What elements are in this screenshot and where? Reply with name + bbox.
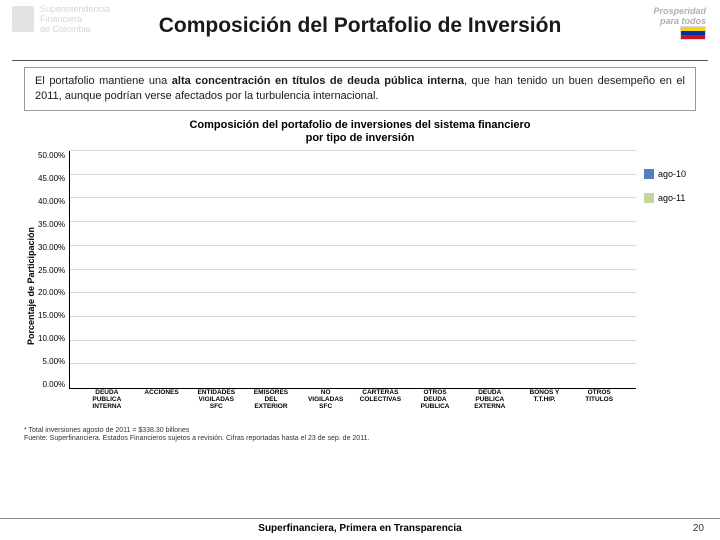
plot-area: DEUDA PUBLICA INTERNAACCIONESENTIDADES V… — [69, 151, 636, 389]
gridline — [70, 245, 636, 246]
logo-line: de Colombia — [40, 24, 110, 34]
gridline — [70, 340, 636, 341]
legend-item: ago-10 — [644, 169, 696, 179]
gridline — [70, 197, 636, 198]
x-tick-label: DEUDA PUBLICA EXTERNA — [468, 390, 512, 410]
chart-title-line2: por tipo de inversión — [306, 132, 415, 144]
logo-prosperidad: Prosperidad para todos — [653, 6, 706, 40]
y-tick: 45.00% — [38, 174, 65, 183]
x-tick-label: DEUDA PUBLICA INTERNA — [85, 390, 129, 410]
gridline — [70, 316, 636, 317]
logo-line: Financiera — [40, 14, 110, 24]
y-tick: 30.00% — [38, 243, 65, 252]
y-tick: 40.00% — [38, 197, 65, 206]
logo-mark-icon — [12, 6, 34, 32]
x-tick-label: NO VIGILADAS SFC — [304, 390, 348, 410]
logo-right-line2: para todos — [653, 16, 706, 26]
footer-text: Superfinanciera, Primera en Transparenci… — [258, 523, 461, 534]
page-title: Composición del Portafolio de Inversión — [12, 8, 708, 38]
x-tick-label: OTROS DEUDA PUBLICA — [413, 390, 457, 410]
legend-label: ago-11 — [658, 193, 685, 203]
x-tick-label: OTROS TITULOS — [577, 390, 621, 410]
legend-label: ago-10 — [658, 169, 686, 179]
y-tick: 10.00% — [38, 334, 65, 343]
gridline — [70, 269, 636, 270]
legend: ago-10 ago-11 — [636, 151, 696, 421]
x-tick-label: BONOS Y T.T.HIP. — [522, 390, 566, 410]
page-number: 20 — [693, 523, 704, 534]
footnote-line: Fuente: Superfinanciera. Estados Financi… — [24, 435, 696, 443]
description-box: El portafolio mantiene una alta concentr… — [24, 67, 696, 111]
flag-icon — [680, 26, 706, 40]
x-tick-label: CARTERAS COLECTIVAS — [358, 390, 402, 410]
x-tick-label: ENTIDADES VIGILADAS SFC — [194, 390, 238, 410]
y-tick: 15.00% — [38, 311, 65, 320]
logo-right-line1: Prosperidad — [653, 6, 706, 16]
footer: Superfinanciera, Primera en Transparenci… — [0, 518, 720, 534]
chart-area: Porcentaje de Participación 50.00% 45.00%… — [24, 151, 696, 421]
footnote: * Total inversiones agosto de 2011 = $33… — [24, 427, 696, 444]
y-tick: 25.00% — [38, 266, 65, 275]
gridline — [70, 221, 636, 222]
x-axis-labels: DEUDA PUBLICA INTERNA ACCIONES ENTIDADES V… — [70, 388, 636, 410]
y-tick: 35.00% — [38, 220, 65, 229]
x-tick-label: ACCIONES — [140, 390, 184, 410]
y-axis-label: Porcentaje de Participación — [24, 151, 38, 421]
header: Superintendencia Financiera de Colombia … — [0, 0, 720, 56]
logo-left-text: Superintendencia Financiera de Colombia — [40, 4, 110, 34]
legend-item: ago-11 — [644, 193, 696, 203]
gridline — [70, 363, 636, 364]
y-tick: 20.00% — [38, 288, 65, 297]
gridline — [70, 174, 636, 175]
gridline — [70, 292, 636, 293]
desc-pre: El portafolio mantiene una — [35, 75, 172, 87]
y-tick: 0.00% — [42, 380, 65, 389]
chart-title-line1: Composición del portafolio de inversione… — [189, 119, 530, 131]
footnote-line: * Total inversiones agosto de 2011 = $33… — [24, 427, 696, 435]
gridline — [70, 150, 636, 151]
title-divider — [12, 60, 708, 61]
logo-superfinanciera: Superintendencia Financiera de Colombia — [12, 4, 110, 34]
y-tick: 50.00% — [38, 151, 65, 160]
x-tick-label: EMISORES DEL EXTERIOR — [249, 390, 293, 410]
legend-swatch-icon — [644, 193, 654, 203]
chart-container: Composición del portafolio de inversione… — [24, 119, 696, 421]
logo-line: Superintendencia — [40, 4, 110, 14]
chart-title: Composición del portafolio de inversione… — [24, 119, 696, 145]
y-axis-ticks: 50.00% 45.00% 40.00% 35.00% 30.00% 25.00% 20.0… — [38, 151, 69, 421]
desc-bold: alta concentración en títulos de deuda p… — [172, 75, 464, 87]
y-tick: 5.00% — [42, 357, 65, 366]
legend-swatch-icon — [644, 169, 654, 179]
